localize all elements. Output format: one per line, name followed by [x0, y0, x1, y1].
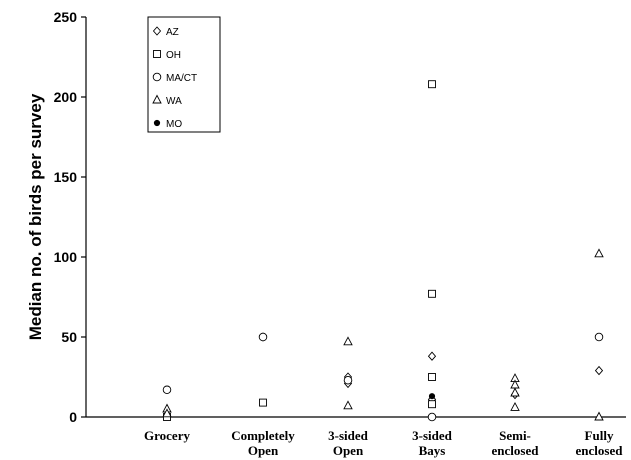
data-point-square: [428, 289, 436, 298]
legend-marker-circle: [152, 72, 162, 82]
data-point-circle: [258, 332, 268, 342]
x-category-label: enclosed: [576, 443, 624, 458]
data-point-circle: [343, 375, 353, 385]
data-point-triangle: [162, 408, 172, 418]
data-point-triangle: [343, 400, 353, 410]
y-tick-label: 0: [69, 409, 77, 425]
x-category-label: Completely: [231, 428, 295, 443]
axes: [85, 17, 626, 418]
data-point-diamond: [594, 365, 604, 376]
y-tick-label: 150: [54, 169, 78, 185]
data-point-circle: [594, 332, 604, 342]
legend-label: MA/CT: [166, 73, 197, 84]
legend-marker-triangle: [152, 94, 162, 104]
data-point-square: [428, 80, 436, 89]
data-point-triangle: [343, 336, 353, 346]
legend: AZ OH MA/CT WA MO: [147, 16, 221, 133]
x-category-label: Bays: [419, 443, 446, 458]
legend-marker-filled-circle: [153, 119, 161, 127]
y-tick-label: 250: [54, 9, 78, 25]
y-ticks: 0 50 100 150 200 250: [54, 9, 86, 425]
y-axis-label: Median no. of birds per survey: [26, 93, 45, 340]
legend-label: OH: [166, 50, 181, 61]
y-tick-label: 200: [54, 89, 78, 105]
data-point-square: [428, 373, 436, 381]
data-point-triangle: [510, 401, 520, 411]
data-point-triangle: [510, 387, 520, 397]
data-points: [162, 80, 604, 422]
legend-label: MO: [166, 119, 182, 130]
x-category-label: enclosed: [492, 443, 540, 458]
legend-box: [147, 16, 221, 133]
data-point-square: [428, 400, 436, 409]
data-point-circle: [427, 412, 437, 422]
x-category-label: 3-sided: [412, 428, 453, 443]
data-point-diamond: [427, 351, 437, 361]
y-tick-label: 50: [61, 329, 77, 345]
x-category-labels: Grocery CompletelyOpen3-sidedOpen3-sidedB…: [144, 428, 623, 458]
legend-label: AZ: [166, 27, 179, 38]
x-category-label: Fully: [585, 428, 614, 443]
x-category-label: Semi-: [499, 428, 531, 443]
legend-marker-square: [153, 50, 161, 58]
x-category-label: Open: [248, 443, 279, 458]
data-point-square: [259, 398, 267, 407]
data-point-triangle: [594, 411, 604, 421]
x-category-label: Open: [333, 443, 364, 458]
legend-marker-diamond: [152, 26, 162, 36]
x-category-label: 3-sided: [328, 428, 369, 443]
data-point-circle: [162, 385, 172, 395]
y-tick-label: 100: [54, 249, 78, 265]
data-point-filled-circle: [428, 393, 436, 400]
legend-label: WA: [166, 96, 182, 107]
data-point-triangle: [594, 248, 604, 258]
x-category-label: Grocery: [144, 428, 190, 443]
